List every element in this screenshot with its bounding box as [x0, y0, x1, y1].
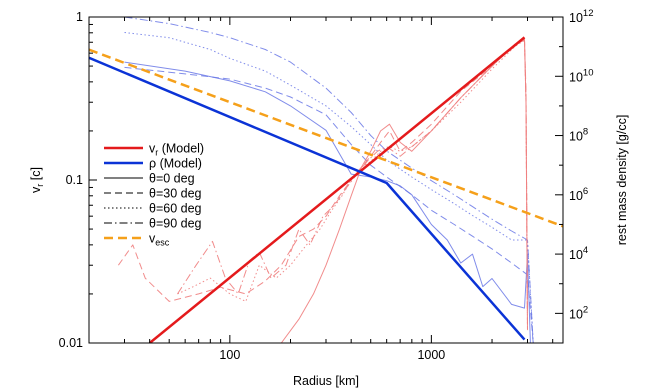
- series-vr_model: [148, 36, 526, 343]
- legend-label-theta60: θ=60 deg: [149, 202, 202, 216]
- y-right-tick-label: 106: [569, 186, 588, 203]
- x-axis-title: Radius [km]: [293, 374, 359, 388]
- legend-label-theta0: θ=0 deg: [149, 172, 195, 186]
- y-right-tick-label: 1010: [569, 67, 593, 84]
- ticks-layer: 100 1000 0.01 0.1 1 102 104 106 108 1010 1012: [59, 8, 594, 362]
- series-rho_theta30: [124, 66, 534, 343]
- y-left-axis-title: vr [c]: [29, 167, 45, 193]
- series-rho_model: [89, 56, 526, 341]
- y-left-axis-title-main: v: [29, 186, 43, 193]
- series-rho_theta0: [124, 61, 531, 343]
- y-left-axis-title-unit: [c]: [29, 167, 43, 184]
- y-right-tick-label: 108: [569, 127, 588, 144]
- legend-label-vr_model: vr (Model): [149, 142, 204, 158]
- legend-label-theta90: θ=90 deg: [149, 217, 202, 231]
- y-left-tick-label: 0.1: [66, 173, 83, 187]
- y-right-tick-label: 104: [569, 245, 588, 262]
- y-left-axis-title-sub: r: [35, 184, 45, 187]
- y-left-tick-label: 0.01: [59, 336, 83, 350]
- y-left-tick-label: 1: [76, 10, 83, 24]
- series-layer: [89, 17, 563, 343]
- series-rho_theta90: [124, 17, 534, 343]
- series-vesc: [89, 48, 563, 228]
- x-tick-label: 100: [219, 348, 240, 362]
- series-vr_theta90: [177, 38, 528, 331]
- x-tick-label: 1000: [417, 348, 445, 362]
- y-right-axis-title: rest mass density [g/cc]: [615, 115, 629, 246]
- series-vr_theta0: [280, 39, 528, 343]
- y-right-tick-label: 102: [569, 304, 588, 321]
- legend-label-vesc: vesc: [149, 232, 170, 248]
- legend-label-rho_model: ρ (Model): [149, 157, 202, 171]
- y-right-tick-label: 1012: [569, 8, 593, 25]
- legend-label-theta30: θ=30 deg: [149, 187, 202, 201]
